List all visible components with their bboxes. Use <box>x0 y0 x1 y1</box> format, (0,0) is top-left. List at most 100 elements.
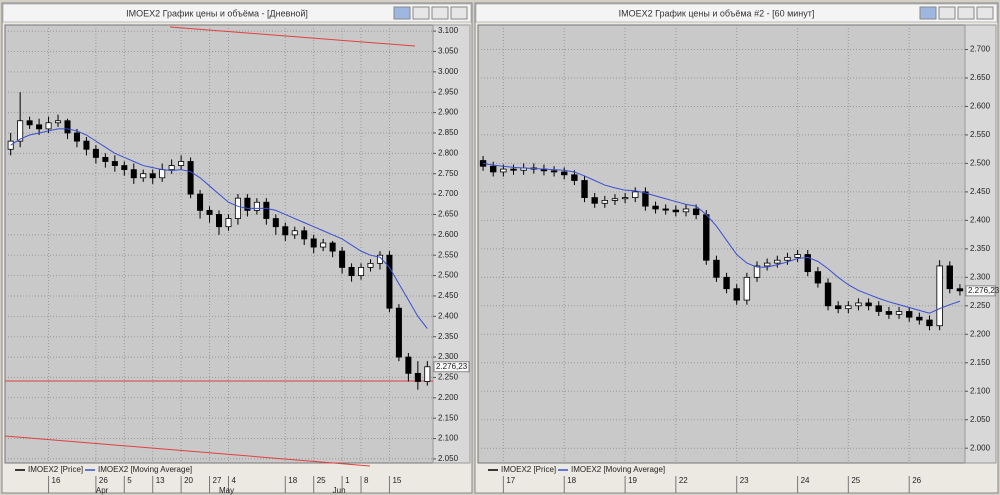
candle-body <box>92 148 99 158</box>
candle-body <box>282 226 289 236</box>
x-tick-label: 19 <box>628 476 637 485</box>
candle-body <box>225 218 232 228</box>
x-tick-label: 15 <box>392 476 401 485</box>
candle-body <box>855 302 862 307</box>
candle-body <box>774 259 781 264</box>
window-button[interactable] <box>412 6 430 20</box>
y-tick-label: 3.000 <box>438 67 459 76</box>
legend-entry: IMOEX2 [Moving Average] <box>571 465 665 474</box>
candle-body <box>17 120 24 142</box>
candle-body <box>320 242 327 248</box>
x-tick-label: 25 <box>851 476 860 485</box>
legend-entry: IMOEX2 [Moving Average] <box>98 465 192 474</box>
candle-body <box>743 276 751 301</box>
candle-body <box>263 201 270 219</box>
y-tick-label: 2.200 <box>970 329 991 338</box>
candle-body <box>310 238 317 248</box>
window-button[interactable] <box>450 6 468 20</box>
candle-body <box>895 311 903 315</box>
window-button[interactable] <box>919 6 937 20</box>
x-tick-label: 18 <box>567 476 576 485</box>
candle-body <box>571 174 578 181</box>
candle-body <box>140 173 147 179</box>
candle-body <box>611 198 619 201</box>
candle-body <box>956 288 964 292</box>
candle-body <box>45 122 52 130</box>
x-tick-label: 23 <box>740 476 749 485</box>
candle-body <box>906 311 913 318</box>
candle-body <box>845 305 852 310</box>
candle-body <box>591 197 598 204</box>
plot-area <box>477 24 966 464</box>
x-tick-label: 17 <box>506 476 515 485</box>
y-tick-label: 2.100 <box>438 434 459 443</box>
candle-body <box>885 311 893 315</box>
y-tick-label: 2.400 <box>970 215 991 224</box>
candle-body <box>358 267 365 276</box>
y-tick-label: 2.300 <box>438 352 459 361</box>
y-tick-label: 2.950 <box>438 87 459 96</box>
x-tick-label: 13 <box>156 476 165 485</box>
candle-body <box>414 372 421 382</box>
last-price-tag <box>965 285 996 297</box>
y-tick-label: 2.600 <box>438 230 459 239</box>
candle-body <box>367 262 374 268</box>
y-tick-label: 2.650 <box>438 210 459 219</box>
candle-body <box>784 256 791 261</box>
window-button[interactable] <box>393 6 411 20</box>
legend-entry: IMOEX2 [Price] <box>28 465 83 474</box>
y-axis-panel <box>964 24 997 464</box>
candle-body <box>149 173 156 179</box>
candle-body <box>206 209 213 215</box>
y-tick-label: 2.150 <box>438 413 459 422</box>
candle-body <box>111 161 118 166</box>
moving-average <box>482 162 961 314</box>
candle-body <box>339 250 346 268</box>
y-tick-label: 2.300 <box>970 272 991 281</box>
candle-body <box>376 254 383 264</box>
candle-body <box>102 157 109 162</box>
y-tick-label: 2.550 <box>438 250 459 259</box>
candle-body <box>244 197 251 211</box>
x-tick-label: 4 <box>231 476 236 485</box>
candle-body <box>121 165 128 171</box>
candle-body <box>804 254 811 273</box>
candle-body <box>550 170 558 173</box>
trend-line <box>4 435 371 467</box>
y-tick-label: 2.200 <box>438 393 459 402</box>
x-tick-label: 16 <box>52 476 61 485</box>
y-axis-panel <box>432 24 471 464</box>
candle-body <box>865 302 872 307</box>
candle-body <box>490 165 497 173</box>
x-tick-label: 22 <box>679 476 688 485</box>
last-price-label: 2.276,23 <box>436 362 468 371</box>
candle-body <box>83 140 90 150</box>
candle-body <box>601 200 609 204</box>
candle-body <box>253 201 260 211</box>
candle-body <box>723 276 730 290</box>
month-label: May <box>219 486 234 495</box>
x-tick-label: 26 <box>912 476 921 485</box>
window-button[interactable] <box>976 6 994 20</box>
x-tick-label: 25 <box>317 476 326 485</box>
y-tick-label: 2.650 <box>970 73 991 82</box>
candle-body <box>36 124 43 130</box>
y-tick-label: 2.000 <box>970 443 991 452</box>
y-tick-label: 2.700 <box>970 45 991 54</box>
y-tick-label: 2.350 <box>970 244 991 253</box>
y-tick-label: 2.100 <box>970 386 991 395</box>
y-tick-label: 2.250 <box>970 301 991 310</box>
window-button[interactable] <box>957 6 975 20</box>
y-tick-label: 2.750 <box>438 169 459 178</box>
window-button[interactable] <box>431 6 449 20</box>
candle-body <box>395 307 402 358</box>
y-tick-label: 2.900 <box>438 108 459 117</box>
candle-body <box>159 169 166 179</box>
month-label: Apr <box>96 486 109 495</box>
candle-body <box>621 197 629 200</box>
window-button[interactable] <box>938 6 956 20</box>
y-tick-label: 3.100 <box>438 26 459 35</box>
candle-body <box>168 165 175 171</box>
y-tick-label: 2.700 <box>438 189 459 198</box>
window-title: IMOEX2 График цены и объёма - [Дневной] <box>126 8 308 18</box>
